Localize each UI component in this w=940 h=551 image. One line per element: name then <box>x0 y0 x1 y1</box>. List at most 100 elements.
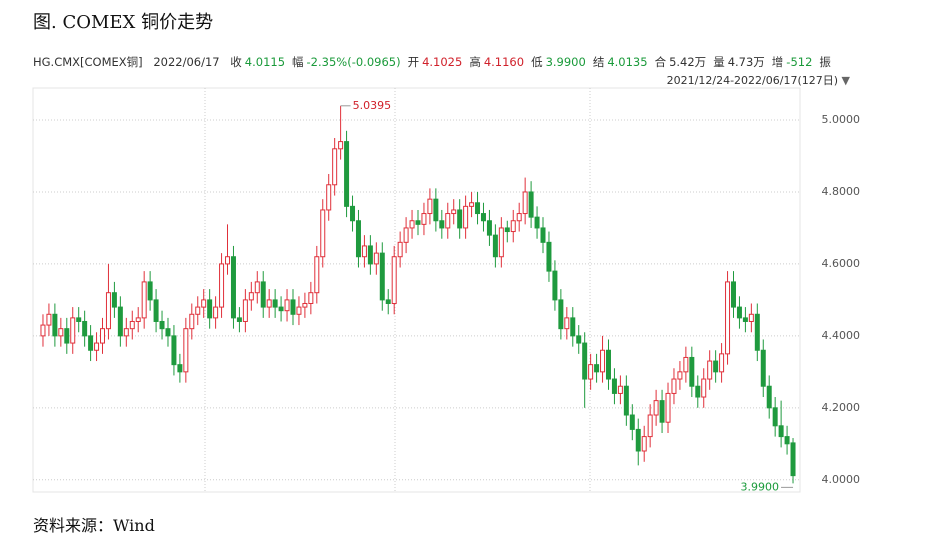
quote-label: 收 <box>230 55 242 69</box>
quote-value: 3.9900 <box>545 55 586 69</box>
candle-body <box>64 328 70 344</box>
candle-body <box>635 428 641 452</box>
candle-body <box>195 306 201 315</box>
candle-body <box>391 256 397 304</box>
candle-body <box>254 281 260 294</box>
candle-body <box>528 191 534 218</box>
quote-label: 振 <box>819 55 831 69</box>
quote-value: 4.1025 <box>422 55 463 69</box>
quote-value: 4.73万 <box>727 55 765 69</box>
plot-frame <box>32 87 801 493</box>
candle-body <box>177 364 183 373</box>
candle-body <box>278 306 284 312</box>
candle-body <box>605 349 611 380</box>
quote-label: 增 <box>771 55 784 69</box>
date-range: 2021/12/24-2022/06/17(127日) ▼ <box>667 72 850 88</box>
candle-body <box>350 205 356 222</box>
candle-body <box>659 400 665 423</box>
candle-body <box>552 270 558 301</box>
candle-body <box>689 356 695 387</box>
quote-item: 开 4.1025 <box>408 55 463 69</box>
candle-body <box>611 378 617 394</box>
candle-body <box>344 141 350 207</box>
candle-body <box>480 213 486 222</box>
candle-body <box>117 306 123 337</box>
candle-body <box>272 299 278 308</box>
candle-body <box>296 306 302 315</box>
y-tick-label: 4.8000 <box>822 185 861 198</box>
candle-body <box>742 317 748 322</box>
candle-body <box>558 299 564 330</box>
candle-body <box>439 220 445 229</box>
annotation-label: 5.0395 <box>353 99 392 112</box>
candle-body <box>153 299 159 322</box>
candle-body <box>498 227 504 258</box>
candle-body <box>730 281 736 308</box>
candle-body <box>403 227 409 243</box>
candle-body <box>332 148 338 186</box>
candle-body <box>46 313 52 326</box>
date: 2022/06/17 <box>153 55 220 69</box>
candle-body <box>58 328 64 337</box>
candle-body <box>451 209 457 215</box>
quote-item: 幅 -2.35%(-0.0965) <box>292 55 401 69</box>
candle-body <box>629 414 635 430</box>
candle-body <box>701 378 707 398</box>
candle-body <box>70 317 76 344</box>
candle-body <box>230 256 236 319</box>
candle-body <box>695 385 701 398</box>
candle-body <box>486 220 492 236</box>
candle-body <box>159 320 165 330</box>
candle-body <box>308 292 314 304</box>
candle-body <box>516 213 522 222</box>
candle-body <box>665 392 671 423</box>
y-tick-label: 5.0000 <box>822 113 861 126</box>
candle-body <box>784 436 790 445</box>
candle-body <box>445 213 451 229</box>
candle-body <box>594 364 600 373</box>
candle-body <box>88 335 94 351</box>
candle-body <box>338 141 344 150</box>
candle-body <box>457 209 463 229</box>
candle-body <box>284 299 290 312</box>
candle-body <box>141 281 147 319</box>
candle-body <box>713 360 719 373</box>
candle-body <box>373 252 379 265</box>
candle-body <box>385 299 391 304</box>
y-tick-label: 4.4000 <box>822 329 861 342</box>
quote-item: 增 -512 <box>772 55 813 69</box>
candle-body <box>379 252 385 301</box>
quote-value: -2.35%(-0.0965) <box>306 55 401 69</box>
candle-body <box>778 425 784 438</box>
candle-body <box>576 335 582 344</box>
candle-body <box>748 313 754 322</box>
candle-body <box>421 213 427 225</box>
quote-label: 幅 <box>292 55 304 69</box>
range-text: 2021/12/24-2022/06/17(127日) <box>666 74 839 87</box>
quote-label: 低 <box>531 55 543 69</box>
quote-label: 开 <box>407 55 420 69</box>
candle-body <box>123 328 129 337</box>
candle-body <box>522 191 528 215</box>
candle-body <box>260 281 266 308</box>
candle-body <box>504 227 510 233</box>
candle-body <box>415 220 421 225</box>
candle-body <box>40 324 46 337</box>
candle-body <box>361 245 367 258</box>
candle-body <box>129 320 135 330</box>
candle-body <box>653 400 659 416</box>
candle-body <box>754 313 760 351</box>
quote-item: 高 4.1160 <box>469 55 524 69</box>
symbol: HG.CMX[COMEX铜] <box>33 55 143 69</box>
title: 图. COMEX 铜价走势 <box>33 12 214 33</box>
candle-body <box>52 313 58 337</box>
candle-body <box>582 342 588 380</box>
quote-header: HG.CMX[COMEX铜] 2022/06/17 收 4.0115 幅 -2.35%… <box>33 54 838 70</box>
dropdown-icon[interactable]: ▼ <box>841 74 850 87</box>
candle-body <box>588 364 594 380</box>
candle-body <box>641 436 647 452</box>
candle-body <box>766 385 772 409</box>
candle-body <box>219 263 225 308</box>
candle-body <box>236 317 242 322</box>
